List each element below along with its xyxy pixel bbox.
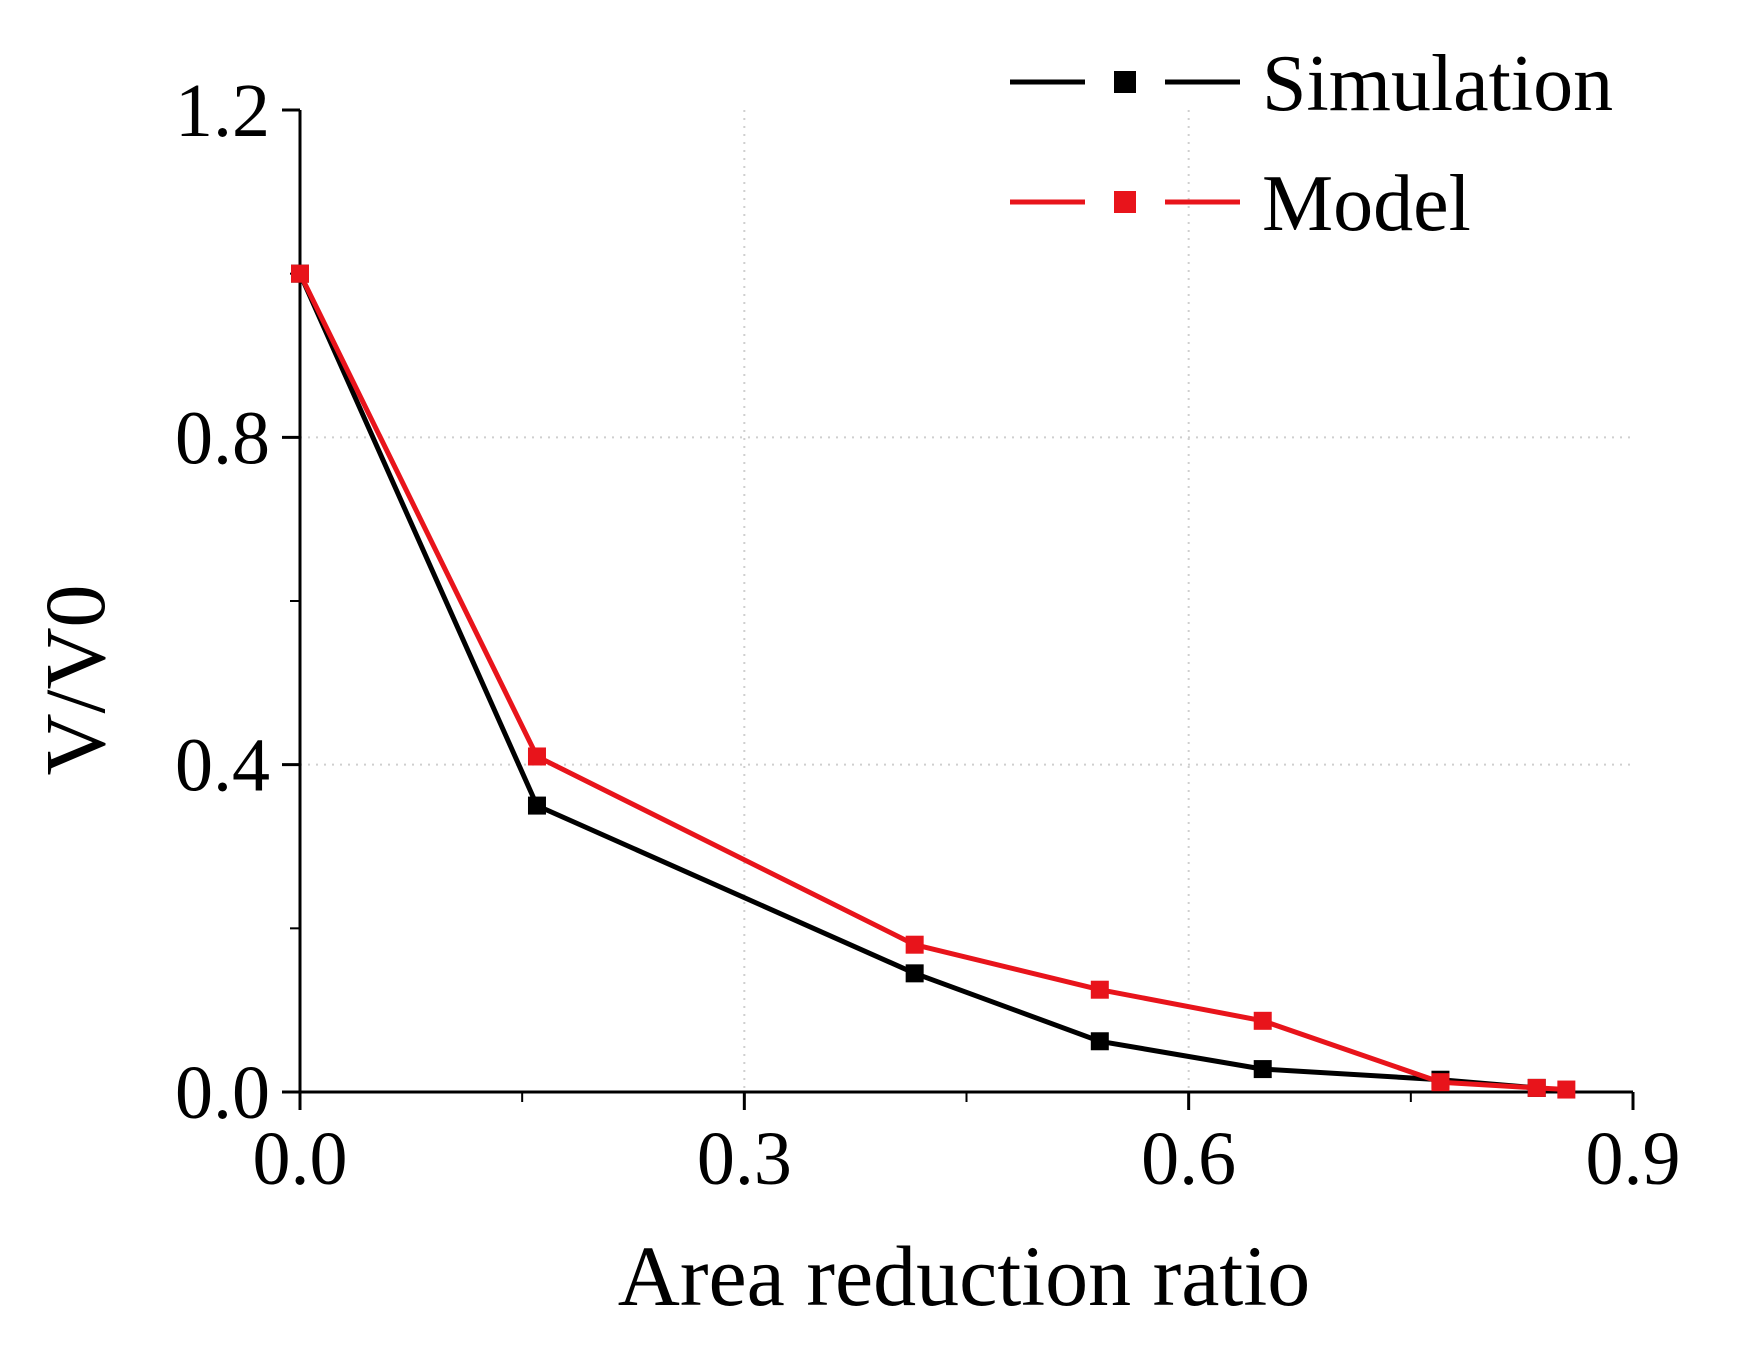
data-point-model — [1431, 1073, 1450, 1092]
data-point-model — [905, 935, 924, 954]
y-tick-label: 1.2 — [175, 69, 270, 153]
series-line-model — [297, 272, 1567, 1092]
data-point-model — [1527, 1078, 1546, 1097]
x-tick-label: 0.0 — [253, 1117, 348, 1201]
data-point-simulation — [1090, 1032, 1109, 1051]
legend: Simulation Model — [1010, 40, 1613, 248]
legend-marker-model — [1114, 191, 1136, 213]
data-point-model — [1253, 1011, 1272, 1030]
x-tick-label: 0.6 — [1141, 1117, 1236, 1201]
grid-lines — [300, 110, 1633, 1092]
data-point-model — [1557, 1080, 1576, 1099]
x-axis-title: Area reduction ratio — [618, 1228, 1310, 1324]
data-point-simulation — [527, 796, 546, 815]
tick-labels: 0.0 0.3 0.6 0.9 0.0 0.4 0.8 1.2 — [175, 69, 1681, 1201]
series-layer — [291, 264, 1576, 1099]
data-point-simulation — [905, 964, 924, 983]
legend-label-simulation: Simulation — [1262, 40, 1613, 128]
data-point-model — [1090, 980, 1109, 999]
x-tick-label: 0.3 — [697, 1117, 792, 1201]
legend-label-model: Model — [1262, 160, 1471, 248]
y-tick-label: 0.4 — [175, 724, 270, 808]
data-point-model — [527, 747, 546, 766]
axes — [282, 108, 1635, 1110]
y-tick-label: 0.0 — [175, 1051, 270, 1135]
y-axis-title: V/V0 — [27, 584, 123, 775]
y-tick-label: 0.8 — [175, 396, 270, 480]
data-point-model — [291, 264, 309, 283]
data-point-simulation — [1253, 1060, 1272, 1079]
x-tick-label: 0.9 — [1586, 1117, 1681, 1201]
legend-marker-simulation — [1114, 71, 1136, 93]
